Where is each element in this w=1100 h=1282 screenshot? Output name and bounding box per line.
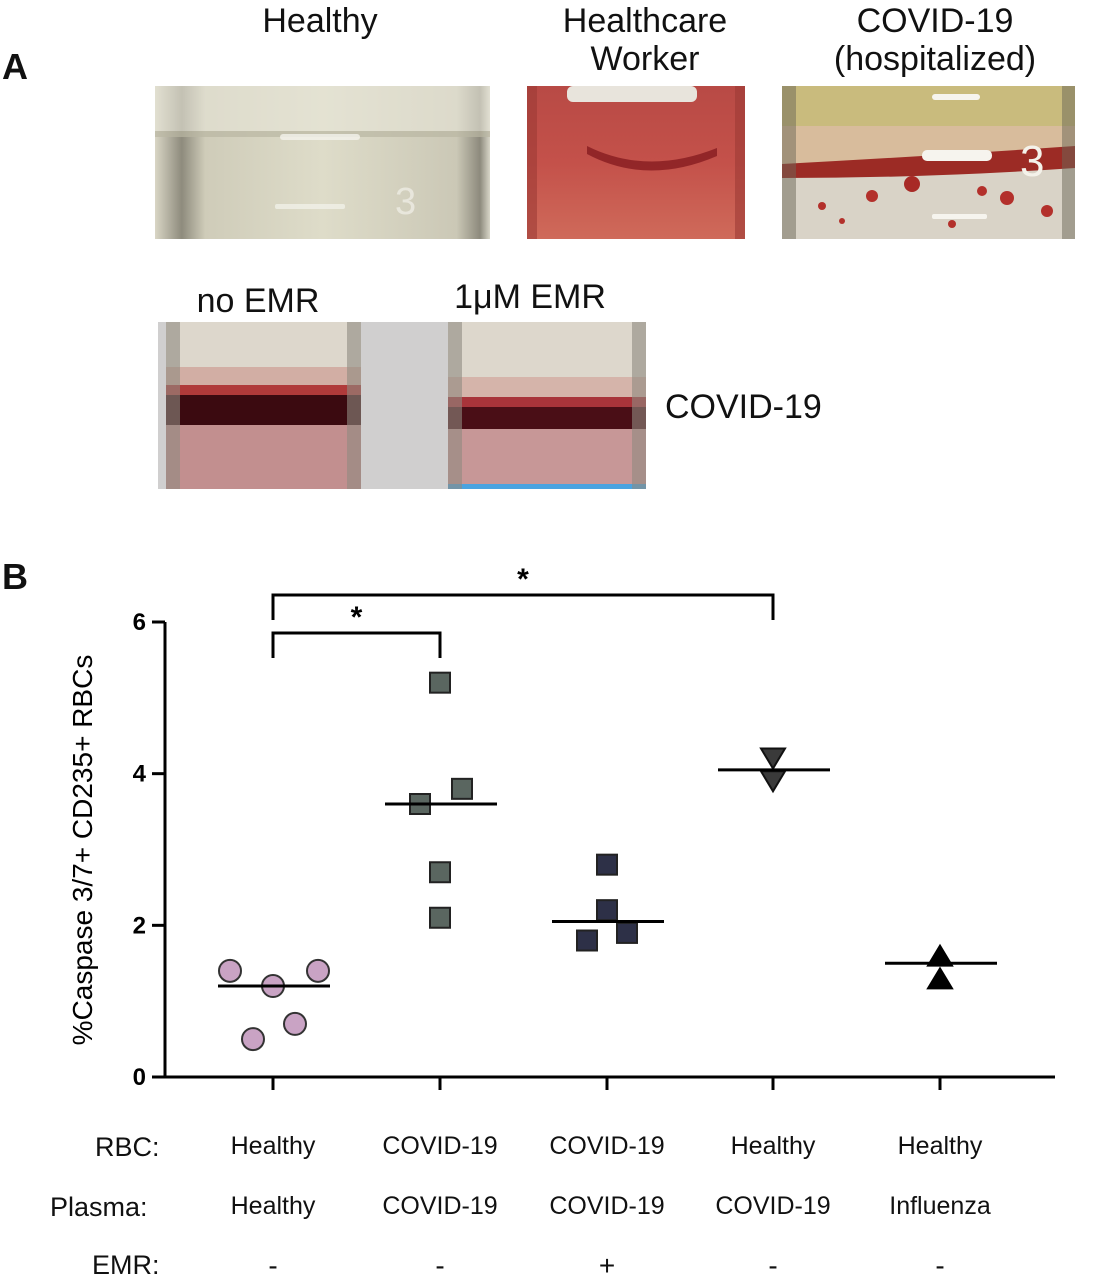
tube-label-healthcare-worker: Healthcare Worker xyxy=(510,2,780,78)
data-point-circle xyxy=(306,958,330,983)
significance-star: * xyxy=(351,601,363,634)
condition-rbc-cell: COVID-19 xyxy=(382,1132,498,1160)
data-point-square xyxy=(429,906,451,929)
data-point-square xyxy=(429,671,451,694)
y-tick-label: 4 xyxy=(133,761,147,788)
data-point-square xyxy=(596,899,618,922)
data-point-triangle-up xyxy=(926,966,954,990)
condition-emr-cell: + xyxy=(598,1250,616,1281)
condition-plasma-cell: COVID-19 xyxy=(715,1192,831,1220)
tube-label-line: COVID-19 xyxy=(856,2,1014,40)
significance-bracket xyxy=(271,593,775,620)
tube-label-no-emr: no EMR xyxy=(196,282,320,320)
tube-mark-3: 3 xyxy=(395,181,416,223)
condition-rbc-cell: Healthy xyxy=(230,1132,316,1160)
photo-healthy-tube: 3 xyxy=(155,86,490,239)
y-tick-label: 0 xyxy=(133,1064,146,1091)
condition-plasma-cell: Influenza xyxy=(889,1192,991,1220)
condition-rbc-cell: COVID-19 xyxy=(549,1132,665,1160)
condition-rbc-cell: Healthy xyxy=(897,1132,983,1160)
y-tick-label: 6 xyxy=(133,609,146,636)
condition-rbc-cell: Healthy xyxy=(730,1132,816,1160)
condition-plasma-cell: COVID-19 xyxy=(382,1192,498,1220)
condition-emr-cell: - xyxy=(935,1250,945,1281)
tube-label-line: Worker xyxy=(590,40,700,78)
y-axis-label: %Caspase 3/7+ CD235+ RBCs xyxy=(67,655,98,1046)
row-label-plasma: Plasma: xyxy=(50,1192,148,1222)
data-point-square xyxy=(576,929,598,952)
data-point-triangle-down xyxy=(759,747,787,771)
bottom-caption-covid: COVID-19 xyxy=(665,388,822,426)
data-point-square xyxy=(451,777,473,800)
tube-label-1um-emr: 1μM EMR xyxy=(454,278,606,316)
data-point-triangle-up xyxy=(926,943,954,967)
scatter-chart: 0 2 4 6 * * %Caspase 3/7+ CD235+ RBCs xyxy=(67,563,1055,1091)
panel-b-letter: B xyxy=(2,556,28,597)
data-point-circle xyxy=(283,1011,307,1036)
condition-emr-cell: - xyxy=(268,1250,278,1281)
data-point-square xyxy=(616,921,638,944)
photo-emr-comparison-tubes xyxy=(158,322,646,489)
tube-label-line: Healthcare xyxy=(562,2,728,40)
data-point-square xyxy=(596,853,618,876)
tube-label-line: (hospitalized) xyxy=(833,40,1037,78)
condition-plasma-cell: COVID-19 xyxy=(549,1192,665,1220)
y-tick-label: 2 xyxy=(133,912,146,939)
data-point-triangle-down xyxy=(759,770,787,794)
panel-a-letter: A xyxy=(2,46,28,87)
significance-star: * xyxy=(517,563,529,596)
condition-plasma-cell: Healthy xyxy=(230,1192,316,1220)
condition-emr-cell: - xyxy=(768,1250,778,1281)
tube-label-line: Healthy xyxy=(262,2,378,40)
tube-label-covid-hospitalized: COVID-19 (hospitalized) xyxy=(790,2,1080,78)
significance-bracket xyxy=(271,631,442,658)
row-label-rbc: RBC: xyxy=(95,1132,160,1162)
data-point-circle xyxy=(241,1027,265,1052)
data-point-circle xyxy=(218,958,242,983)
photo-healthcare-worker-tube xyxy=(527,86,745,239)
data-point-square xyxy=(429,861,451,884)
photo-covid-hospitalized-tube: 3 xyxy=(782,86,1075,239)
tube-mark-3: 3 xyxy=(1020,137,1044,186)
condition-emr-cell: - xyxy=(435,1250,445,1281)
tube-label-healthy: Healthy xyxy=(200,2,440,40)
row-label-emr: EMR: xyxy=(92,1250,160,1280)
